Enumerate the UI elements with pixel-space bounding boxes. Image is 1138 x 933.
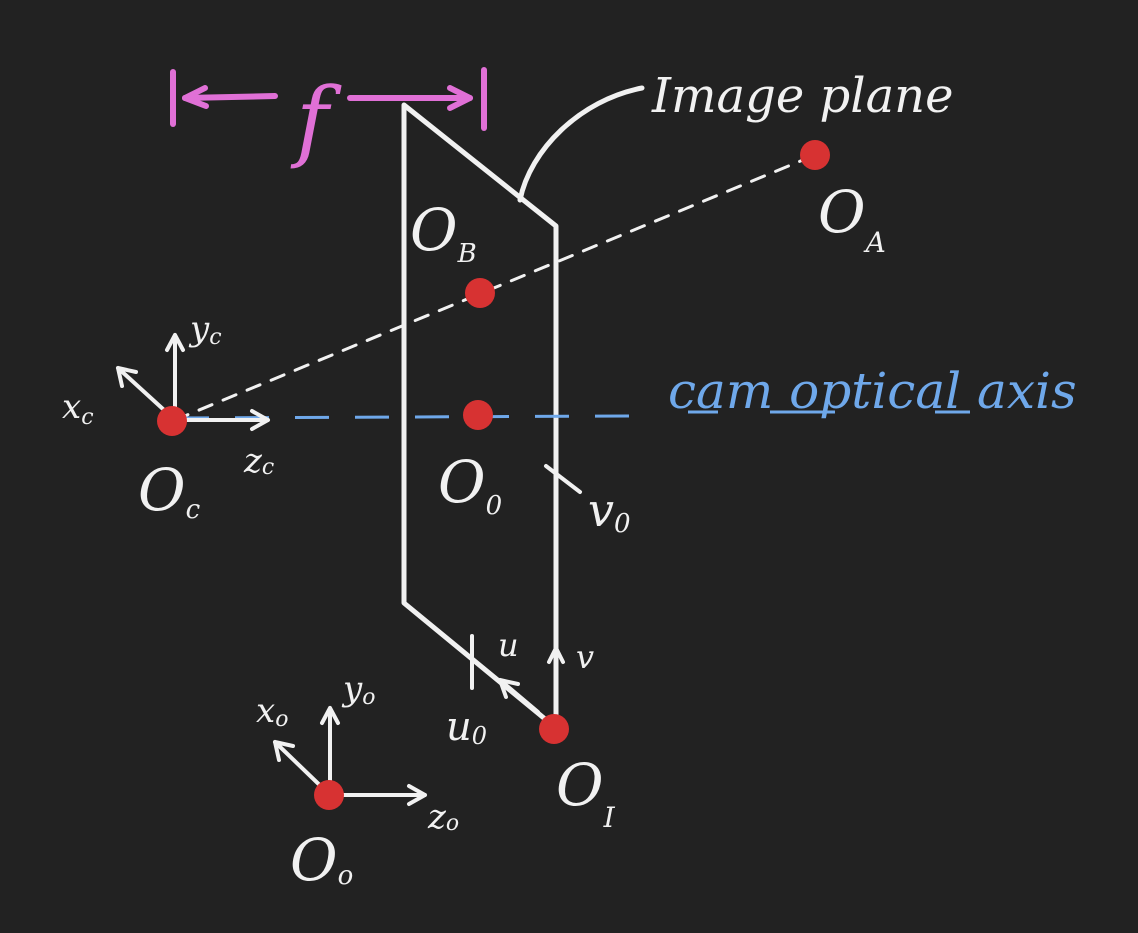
oo-label: Oo (290, 826, 353, 894)
ob-label: OB (410, 196, 477, 269)
u-label: u (498, 626, 519, 664)
v0-label: v0 (588, 483, 631, 539)
focal-length-label: f (290, 68, 342, 171)
o0-label: O0 (438, 448, 502, 521)
xo-label: xo (256, 691, 288, 732)
optical-axis: cam optical axis (175, 362, 1077, 420)
point-ob (465, 278, 495, 308)
point-oc (157, 406, 187, 436)
u0-label: u0 (446, 704, 487, 750)
image-axes: u v (498, 626, 594, 728)
image-plane-callout: Image plane (520, 68, 954, 200)
world-axes: yo xo zo (256, 669, 459, 837)
zo-label: zo (427, 797, 459, 837)
yo-label: yo (341, 669, 375, 710)
point-oo (314, 780, 344, 810)
zc-label: zc (243, 441, 274, 481)
xc-label: xc (62, 387, 94, 430)
oc-label: Oc (138, 456, 201, 525)
focal-length-indicator: f (173, 68, 484, 171)
v-label: v (576, 638, 594, 676)
oa-label: OA (818, 178, 886, 259)
yc-label: yc (188, 309, 222, 350)
point-oa (800, 140, 830, 170)
point-oi (539, 714, 569, 744)
optical-axis-label: cam optical axis (668, 362, 1077, 420)
oi-label: OI (556, 751, 616, 834)
image-plane-label: Image plane (651, 68, 954, 124)
point-o0 (463, 400, 493, 430)
